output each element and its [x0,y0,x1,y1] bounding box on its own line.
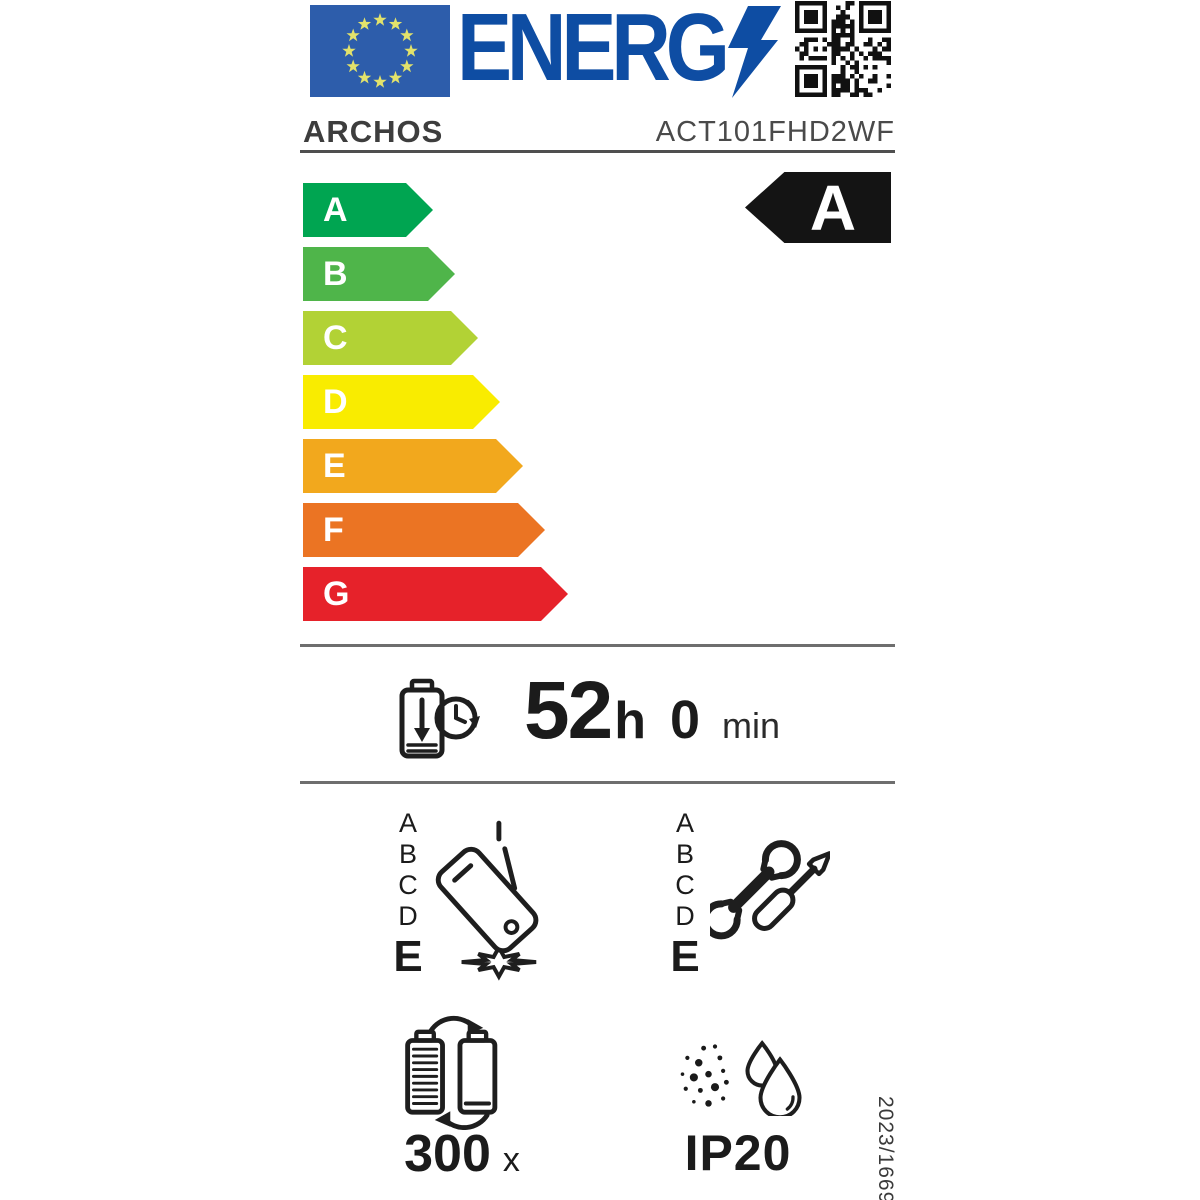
battery-minutes: 0 [669,690,701,750]
cycles-unit: x [502,1141,520,1179]
energy-class-scale: A B C D E F G [303,183,568,631]
energy-rating-letter: A [809,172,857,244]
scale-letter: C [398,870,418,900]
class-letter: D [323,383,348,421]
eu-flag-icon [310,5,450,97]
water-drops [745,1040,802,1116]
model-number: ACT101FHD2WF [655,116,895,148]
section-divider [300,781,895,784]
battery-clock-icon [399,678,480,759]
scale-letter: C [675,870,695,900]
class-letter: B [323,255,348,293]
dust-water-icon [680,1040,802,1116]
brand-name: ARCHOS [303,114,444,149]
battery-cycles-value: 300 x [372,1124,552,1184]
class-letter: G [323,575,350,613]
energy-logo: ENERG [457,0,730,101]
scale-letter: A [398,808,417,838]
class-arrow-g: G [303,567,568,621]
repairability-scale: A B C D E [665,808,705,982]
class-arrow-d: D [303,375,500,429]
class-arrow-a: A [303,183,433,237]
cycles-number: 300 [404,1125,491,1183]
class-letter: E [323,447,346,485]
battery-cycles-icon [405,1015,498,1130]
class-arrow-e: E [303,439,523,493]
scale-letter: D [398,901,418,931]
battery-minutes-unit: min [722,705,781,746]
lightning-bolt-icon [728,6,781,98]
scale-letter: A [675,808,694,838]
drop-resistance-scale: A B C D E [388,808,428,982]
energy-logo-text: ENERG [457,0,730,101]
class-letter: A [323,191,348,229]
battery-life-value: 52 h 0 min [524,664,780,758]
repairability-rating: E [670,932,700,981]
header-divider [300,150,895,153]
tools-icon [710,840,830,940]
class-arrow-c: C [303,311,478,365]
class-letter: C [323,319,348,357]
class-arrow-b: B [303,247,455,301]
scale-letter: D [675,901,695,931]
class-letter: F [323,511,344,549]
section-divider [300,644,895,647]
qr-code [795,1,891,97]
ip-rating: IP20 [684,1125,792,1181]
drop-resistance-rating: E [393,932,423,981]
regulation-number: 2023/1669 [874,1096,897,1200]
energy-rating-arrow: A [745,172,891,243]
scale-letter: B [675,839,694,869]
scale-letter: B [398,839,417,869]
class-arrow-f: F [303,503,545,557]
battery-hours: 52 [524,665,613,756]
phone-drop-icon [435,820,539,981]
dust-particles [680,1044,729,1107]
battery-hours-unit: h [614,692,646,750]
